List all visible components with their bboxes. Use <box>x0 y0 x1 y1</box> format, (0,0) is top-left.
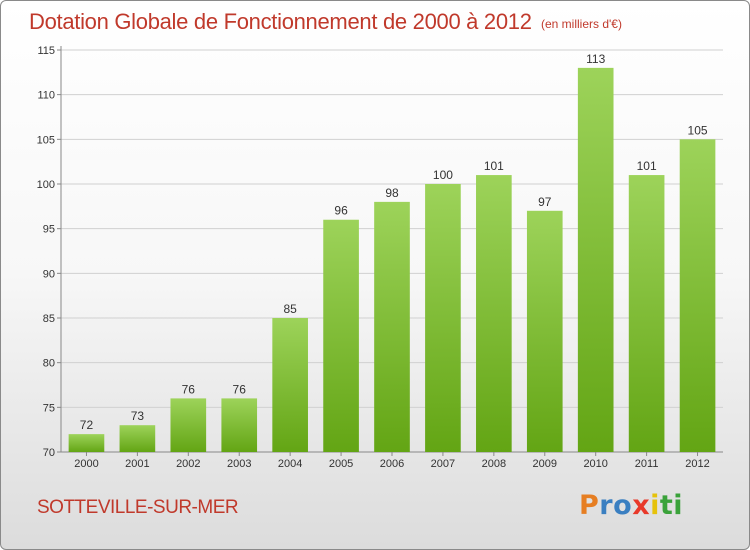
x-tick-label-2000: 2000 <box>74 458 98 470</box>
bar-2000 <box>68 434 105 452</box>
chart-title: Dotation Globale de Fonctionnement de 20… <box>29 9 532 34</box>
data-label-2005: 96 <box>334 204 348 218</box>
y-tick-label: 100 <box>37 179 55 191</box>
data-label-2011: 101 <box>637 159 657 173</box>
bar-2004 <box>272 318 308 452</box>
y-tick-label: 105 <box>37 134 55 146</box>
logo-letter: x <box>632 490 651 521</box>
data-label-2007: 100 <box>433 168 453 182</box>
data-label-2004: 85 <box>283 302 297 316</box>
y-tick-label: 90 <box>43 268 55 280</box>
y-tick-label: 75 <box>43 402 55 414</box>
bar-2006 <box>374 201 410 452</box>
y-tick-label: 115 <box>37 45 55 57</box>
place-name: SOTTEVILLE-SUR-MER <box>37 497 239 518</box>
logo-letter: i <box>673 490 684 521</box>
x-tick-label-2004: 2004 <box>278 458 302 470</box>
bar-2010 <box>577 67 614 452</box>
y-tick-label: 85 <box>43 313 55 325</box>
logo-letter: r <box>599 490 614 521</box>
x-tick-label-2009: 2009 <box>533 458 557 470</box>
logo-letter: t <box>659 490 674 521</box>
y-tick-label: 80 <box>43 358 55 370</box>
x-tick-label-2008: 2008 <box>482 458 506 470</box>
bar-2011 <box>628 175 665 453</box>
x-tick-label-2002: 2002 <box>176 458 200 470</box>
logo-letter: P <box>579 490 600 521</box>
y-axis-ticks: 70 75 80 85 90 95 100 105 110 115 <box>37 45 61 459</box>
x-tick-label-2011: 2011 <box>635 458 659 470</box>
chart-unit: (en milliers d'€) <box>541 17 622 31</box>
proxiti-logo[interactable]: Proxiti <box>579 490 683 521</box>
x-tick-label-2006: 2006 <box>380 458 404 470</box>
x-axis-ticks: 2000 2001 2002 2003 2004 2005 2006 2007 2008 2009… <box>74 452 710 470</box>
bar-2009 <box>526 210 563 452</box>
logo-letter: o <box>613 490 633 521</box>
data-label-2000: 72 <box>80 418 94 432</box>
bar-2003 <box>221 398 258 452</box>
y-tick-label: 110 <box>37 90 55 102</box>
data-label-2003: 76 <box>233 382 247 396</box>
bar-2007 <box>425 184 461 452</box>
bar-2008 <box>476 175 512 453</box>
logo-letter: i <box>650 490 660 521</box>
bar-2001 <box>119 425 156 452</box>
data-label-2001: 73 <box>131 409 145 423</box>
x-tick-label-2007: 2007 <box>431 458 455 470</box>
bar-2012 <box>679 139 716 453</box>
data-label-2009: 97 <box>538 195 552 209</box>
data-label-2002: 76 <box>182 382 196 396</box>
data-labels: 72 73 76 76 85 96 98 100 101 97 113 101 105 <box>80 52 708 432</box>
data-label-2006: 98 <box>385 186 399 200</box>
data-label-2010: 113 <box>586 52 605 66</box>
x-tick-label-2012: 2012 <box>685 458 709 470</box>
bar-2002 <box>170 398 207 452</box>
bar-2005 <box>323 219 359 452</box>
y-tick-label: 70 <box>43 447 55 459</box>
data-label-2008: 101 <box>484 159 504 173</box>
x-tick-label-2010: 2010 <box>583 458 607 470</box>
data-label-2012: 105 <box>688 123 708 137</box>
x-tick-label-2003: 2003 <box>227 458 251 470</box>
y-tick-label: 95 <box>43 224 55 236</box>
bars <box>68 67 716 453</box>
x-tick-label-2001: 2001 <box>125 458 149 470</box>
x-tick-label-2005: 2005 <box>329 458 353 470</box>
